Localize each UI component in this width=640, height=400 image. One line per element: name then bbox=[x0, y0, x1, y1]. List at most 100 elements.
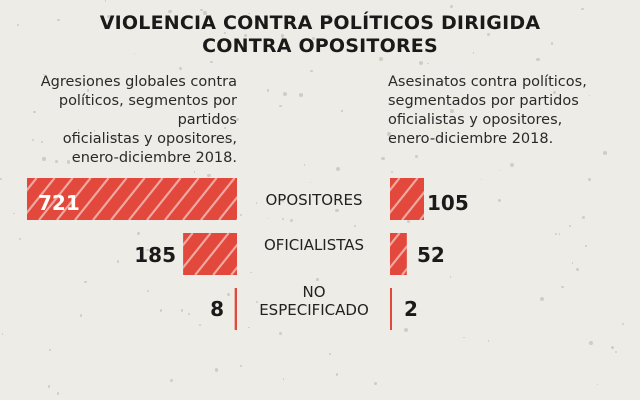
bar-right-oficialistas bbox=[390, 233, 407, 275]
texture-speckle bbox=[248, 12, 250, 15]
texture-speckle bbox=[255, 201, 258, 204]
bar-stroke bbox=[182, 178, 218, 220]
texture-speckle bbox=[43, 73, 45, 76]
texture-speckle bbox=[589, 94, 591, 96]
texture-speckle bbox=[449, 5, 453, 9]
texture-speckle bbox=[309, 69, 313, 73]
texture-speckle bbox=[57, 18, 60, 22]
texture-speckle bbox=[281, 217, 285, 221]
texture-speckle bbox=[194, 171, 196, 173]
texture-speckle bbox=[239, 213, 243, 217]
texture-speckle bbox=[568, 225, 571, 228]
bar-stroke bbox=[200, 178, 236, 220]
texture-speckle bbox=[279, 332, 282, 335]
texture-speckle bbox=[279, 104, 282, 107]
texture-speckle bbox=[602, 151, 607, 156]
texture-speckle bbox=[341, 110, 343, 112]
texture-speckle bbox=[0, 178, 2, 181]
texture-speckle bbox=[356, 45, 360, 49]
texture-speckle bbox=[353, 224, 356, 227]
texture-speckle bbox=[169, 378, 173, 382]
texture-speckle bbox=[316, 278, 319, 281]
texture-speckle bbox=[576, 268, 579, 271]
texture-speckle bbox=[487, 339, 490, 342]
texture-speckle bbox=[374, 382, 378, 386]
texture-speckle bbox=[159, 309, 163, 312]
category-label-oficialistas: OFICIALISTAS bbox=[263, 236, 365, 254]
texture-speckle bbox=[56, 392, 60, 395]
texture-speckle bbox=[188, 313, 190, 315]
texture-speckle bbox=[49, 348, 52, 351]
texture-speckle bbox=[407, 219, 411, 223]
texture-speckle bbox=[205, 141, 207, 143]
texture-speckle bbox=[561, 285, 564, 289]
texture-speckle bbox=[304, 164, 306, 166]
right-subtitle-line: enero-diciembre 2018. bbox=[388, 131, 554, 147]
texture-speckle bbox=[381, 156, 385, 161]
bar-stroke bbox=[56, 178, 92, 220]
title-line-2: CONTRA OPOSITORES bbox=[202, 35, 438, 57]
texture-speckle bbox=[335, 373, 339, 377]
texture-speckle bbox=[244, 34, 248, 38]
bar-right-opositores-texture bbox=[390, 178, 424, 220]
right-subtitle-line: oficialistas y opositores, bbox=[388, 112, 563, 128]
bar-stroke bbox=[183, 233, 212, 270]
texture-speckle bbox=[250, 271, 252, 274]
texture-speckle bbox=[585, 245, 587, 247]
texture-speckle bbox=[42, 157, 46, 161]
texture-speckle bbox=[206, 173, 211, 178]
bar-stroke bbox=[92, 178, 128, 220]
texture-speckle bbox=[40, 140, 44, 144]
texture-speckle bbox=[180, 309, 184, 312]
texture-speckle bbox=[597, 384, 599, 386]
texture-speckle bbox=[113, 136, 117, 140]
texture-speckle bbox=[480, 178, 482, 180]
texture-speckle bbox=[581, 215, 586, 220]
texture-speckle bbox=[227, 293, 231, 297]
texture-speckle bbox=[378, 56, 383, 61]
texture-speckle bbox=[391, 24, 394, 27]
bar-stroke bbox=[164, 178, 200, 220]
texture-speckle bbox=[224, 127, 227, 129]
texture-speckle bbox=[283, 92, 288, 97]
texture-speckle bbox=[500, 169, 502, 171]
bar-stroke bbox=[390, 178, 419, 215]
texture-speckle bbox=[224, 32, 226, 34]
bar-stroke bbox=[194, 233, 230, 275]
texture-speckle bbox=[133, 53, 136, 55]
texture-speckle bbox=[470, 120, 473, 123]
bar-stroke bbox=[128, 178, 164, 220]
texture-speckle bbox=[589, 340, 594, 345]
texture-speckle bbox=[266, 217, 269, 220]
bar-stroke bbox=[390, 233, 401, 247]
texture-speckle bbox=[427, 62, 430, 65]
left-subtitle-line: Agresiones globales contra bbox=[40, 74, 237, 90]
texture-speckle bbox=[335, 208, 339, 212]
bar-left-no-especificado bbox=[234, 288, 237, 330]
texture-speckle bbox=[553, 91, 557, 94]
value-label-left-no-especificado: 8 bbox=[210, 297, 224, 321]
texture-speckle bbox=[146, 248, 149, 252]
texture-speckle bbox=[248, 327, 250, 329]
texture-speckle bbox=[198, 323, 201, 326]
bar-left-oficialistas bbox=[183, 233, 237, 275]
texture-speckle bbox=[219, 98, 223, 102]
texture-speckle bbox=[116, 260, 120, 263]
texture-speckle bbox=[86, 88, 90, 92]
category-label-opositores: OPOSITORES bbox=[265, 191, 363, 209]
bar-stroke bbox=[230, 265, 237, 275]
texture-speckle bbox=[47, 385, 51, 388]
left-chart-subtitle: Agresiones globales contra políticos, se… bbox=[0, 73, 237, 168]
left-subtitle-line: políticos, segmentos por partidos bbox=[58, 93, 237, 128]
texture-speckle bbox=[235, 118, 239, 122]
texture-speckle bbox=[554, 232, 558, 235]
texture-speckle bbox=[387, 132, 392, 136]
texture-speckle bbox=[255, 300, 259, 304]
texture-speckle bbox=[18, 237, 21, 240]
bar-stroke bbox=[38, 178, 74, 220]
texture-speckle bbox=[299, 93, 303, 98]
texture-speckle bbox=[440, 79, 445, 84]
texture-speckle bbox=[487, 33, 491, 37]
category-label-line: NO bbox=[302, 283, 326, 301]
